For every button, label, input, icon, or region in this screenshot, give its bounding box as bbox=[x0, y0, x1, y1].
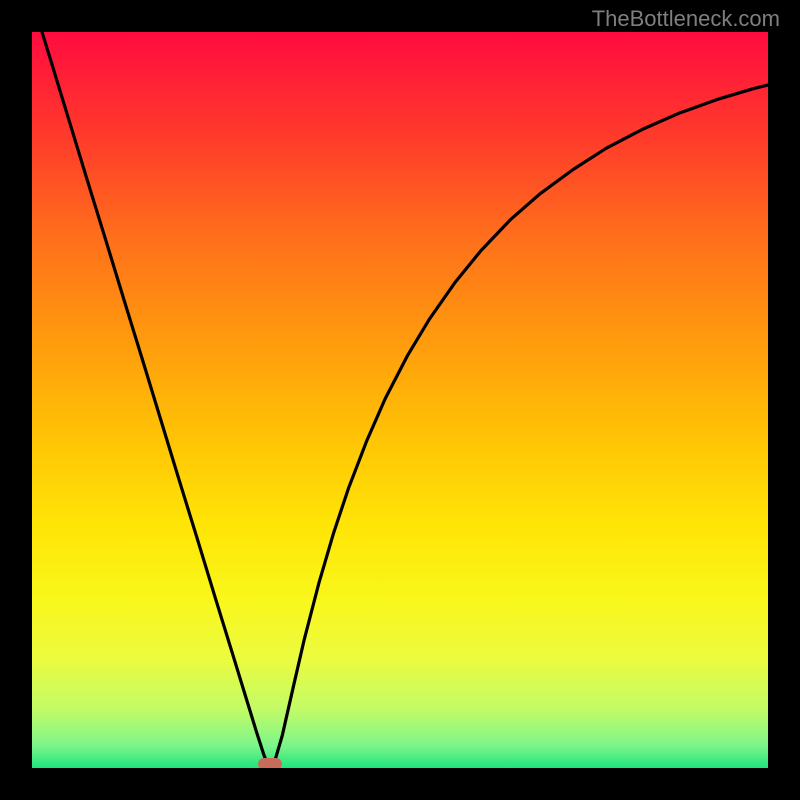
optimum-marker bbox=[258, 758, 282, 768]
watermark-text: TheBottleneck.com bbox=[592, 6, 780, 32]
plot-area bbox=[32, 32, 768, 768]
bottleneck-curve bbox=[32, 32, 768, 766]
curve-svg bbox=[32, 32, 768, 768]
